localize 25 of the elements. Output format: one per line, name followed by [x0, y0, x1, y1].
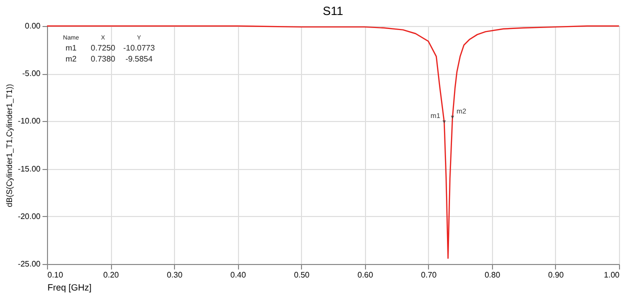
x-tick-label: 0.80 — [484, 270, 501, 280]
y-tick-label: -15.00 — [18, 164, 42, 174]
x-tick-label: 1.00 — [604, 270, 620, 280]
x-tick-label: 0.40 — [230, 270, 246, 280]
annotation: m1 — [65, 44, 78, 52]
y-tick-label: -20.00 — [18, 212, 42, 221]
annotation: m2 — [65, 54, 78, 64]
chart-title: S11 — [322, 4, 344, 18]
y-tick-label: 0.00 — [24, 22, 42, 30]
x-tick-label: 0.10 — [48, 270, 64, 280]
annotation: 0.7250 — [90, 44, 116, 52]
x-tick-label: 0.50 — [294, 270, 310, 280]
x-tick-label: 0.30 — [166, 270, 183, 280]
x-tick-label: 0.20 — [103, 270, 120, 280]
annotation: -9.5854 — [125, 54, 154, 64]
y-axis-title: dB(S(Cylinder1_T1,Cylinder1_T1)) — [4, 84, 14, 208]
x-tick-label: 0.60 — [357, 270, 374, 280]
x-axis-title: Freq [GHz] — [48, 282, 92, 292]
y-tick-label: -5.00 — [22, 69, 42, 78]
annotation: -10.0773 — [123, 44, 156, 52]
annotation: 0.7380 — [90, 54, 116, 64]
x-tick-label: 0.90 — [548, 270, 564, 280]
y-tick-label: -10.00 — [18, 116, 42, 126]
y-tick-label: -25.00 — [18, 260, 42, 268]
x-tick-label: 0.70 — [421, 270, 438, 280]
